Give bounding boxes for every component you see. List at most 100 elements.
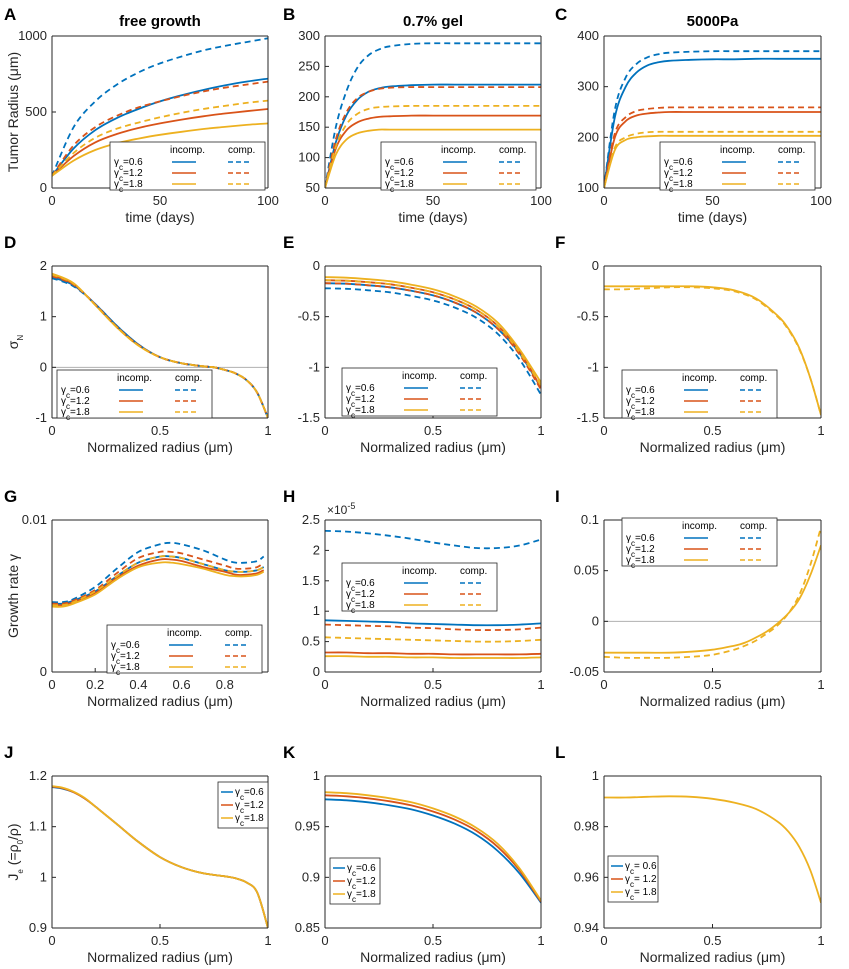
legend-entry-label: γc=1.2 <box>626 396 655 411</box>
legend-entry-label-part: =1.2 <box>394 168 414 179</box>
legend-entry-label: γc=1.2 <box>346 394 375 409</box>
y-tick-label: 1000 <box>18 28 47 43</box>
x-axis-label: Normalized radius (μm) <box>640 439 786 455</box>
legend-entry-label: γc=1.2 <box>664 168 693 183</box>
y-tick-label: 0.94 <box>574 920 599 935</box>
series-line <box>325 636 541 643</box>
x-tick-label: 0 <box>321 193 328 208</box>
y-axis-label: σN <box>5 335 25 350</box>
legend-entry-label-part: γ <box>385 179 390 190</box>
legend-entry-label-part: c <box>116 657 120 666</box>
panel-k: K 0 0.5 1 0.85 0.9 0.95 1 Normalized radius (μm)… <box>283 743 545 965</box>
series-line <box>52 273 268 418</box>
legend-header-incomp: incomp. <box>402 566 437 577</box>
legend-entry-label-part: γ <box>346 578 351 589</box>
y-exponent-part: -5 <box>347 501 355 511</box>
legend-entry-label-part: c <box>352 882 356 891</box>
legend-entry-label-part: c <box>630 893 634 902</box>
series-line <box>604 545 821 654</box>
legend-entry-label: γc=0.6 <box>347 863 376 878</box>
legend-box <box>621 369 778 419</box>
panel-letter: I <box>555 487 560 506</box>
y-tick-label: 2 <box>40 258 47 273</box>
x-tick-label: 100 <box>257 193 279 208</box>
legend-entry-label-part: γ <box>346 383 351 394</box>
series-line <box>325 530 541 550</box>
legend: incomp. comp.γc=0.6γc=1.2γc=1.8 <box>621 369 778 422</box>
legend-entry-label: γc= 1.2 <box>625 874 657 889</box>
legend-box <box>56 369 213 419</box>
y-axis-label-part: σ <box>5 340 21 349</box>
series-group <box>52 785 268 928</box>
series-group <box>604 795 821 903</box>
legend-entry-label-part: γ <box>625 861 630 872</box>
y-tick-label: 1 <box>592 768 599 783</box>
y-tick-label: -1 <box>308 359 320 374</box>
x-tick-label: 0 <box>48 677 55 692</box>
legend-entry-label-part: =0.6 <box>673 157 693 168</box>
legend-entry-label-part: = 0.6 <box>634 861 657 872</box>
legend-entry-label-part: =1.8 <box>635 407 655 418</box>
x-tick-label: 0.5 <box>424 677 442 692</box>
x-tick-label: 0.5 <box>151 423 169 438</box>
legend-entry-label-part: =0.6 <box>244 787 264 798</box>
legend-entry-label: γc=1.8 <box>114 179 143 194</box>
y-tick-label: 200 <box>298 89 320 104</box>
x-axis-label: Normalized radius (μm) <box>640 693 786 709</box>
legend-entry-label-part: γ <box>111 662 116 673</box>
series-group <box>604 526 821 659</box>
y-tick-label: 2 <box>313 542 320 557</box>
y-tick-label: 150 <box>298 119 320 134</box>
legend-entry-label-part: c <box>119 185 123 194</box>
y-axis-label: Je (=ρ0/ρ) <box>5 823 25 880</box>
x-tick-label: 100 <box>530 193 552 208</box>
legend-header-comp: comp. <box>175 373 202 384</box>
legend-entry-label-part: c <box>669 163 673 172</box>
legend-entry-label-part: γ <box>346 600 351 611</box>
legend-entry-label-part: c <box>351 411 355 420</box>
legend-entry-label-part: c <box>390 185 394 194</box>
legend-header-incomp: incomp. <box>682 521 717 532</box>
y-tick-label: 1 <box>313 768 320 783</box>
panel-g: G 0 0.2 0.4 0.6 0.8 0 0.01 Normalized radius (μm… <box>4 487 269 709</box>
legend-entry-label: γc=0.6 <box>626 533 655 548</box>
series-line <box>604 106 821 188</box>
legend-header-comp: comp. <box>778 145 805 156</box>
x-tick-label: 1 <box>817 423 824 438</box>
y-tick-label: 0 <box>40 359 47 374</box>
legend-entry-label-part: c <box>631 402 635 411</box>
x-axis-label: time (days) <box>398 209 467 225</box>
legend-box <box>109 141 266 191</box>
legend-entry-label-part: c <box>631 561 635 570</box>
x-tick-label: 1 <box>264 933 271 948</box>
panel-letter: G <box>4 487 17 506</box>
y-tick-label: 1.5 <box>302 573 320 588</box>
legend-entry-label-part: γ <box>626 396 631 407</box>
legend-entry-label-part: =1.2 <box>355 589 375 600</box>
y-tick-label: 250 <box>298 58 320 73</box>
legend-entry-label: γc=0.6 <box>114 157 143 172</box>
panel-l: L 0 0.5 1 0.94 0.96 0.98 1 Normalized radius (μm… <box>555 743 825 965</box>
legend-entry-label: γc=1.2 <box>61 396 90 411</box>
legend-entry-label-part: c <box>631 413 635 422</box>
legend-entry-label-part: γ <box>114 157 119 168</box>
x-tick-label: 50 <box>153 193 167 208</box>
x-tick-label: 0 <box>600 933 607 948</box>
y-axis-label-part: e <box>16 869 25 874</box>
legend-entry-label-part: =1.2 <box>123 168 143 179</box>
legend-entry-label-part: γ <box>385 168 390 179</box>
chart-title: free growth <box>119 13 201 30</box>
panel-letter: F <box>555 233 565 252</box>
legend: incomp. comp.γc=0.6γc=1.2γc=1.8 <box>621 517 778 570</box>
legend-header-comp: comp. <box>460 566 487 577</box>
legend-header-comp: comp. <box>740 373 767 384</box>
y-tick-label: 100 <box>577 180 599 195</box>
series-line <box>325 655 541 659</box>
series-line <box>325 282 541 391</box>
panel-j: J 0 0.5 1 0.9 1 1.1 1.2 Normalized radius (μm) Je… <box>4 743 272 965</box>
legend-entry-label: γc=1.8 <box>626 555 655 570</box>
legend-entry-label-part: =1.8 <box>394 179 414 190</box>
x-axis-label: Normalized radius (μm) <box>87 439 233 455</box>
